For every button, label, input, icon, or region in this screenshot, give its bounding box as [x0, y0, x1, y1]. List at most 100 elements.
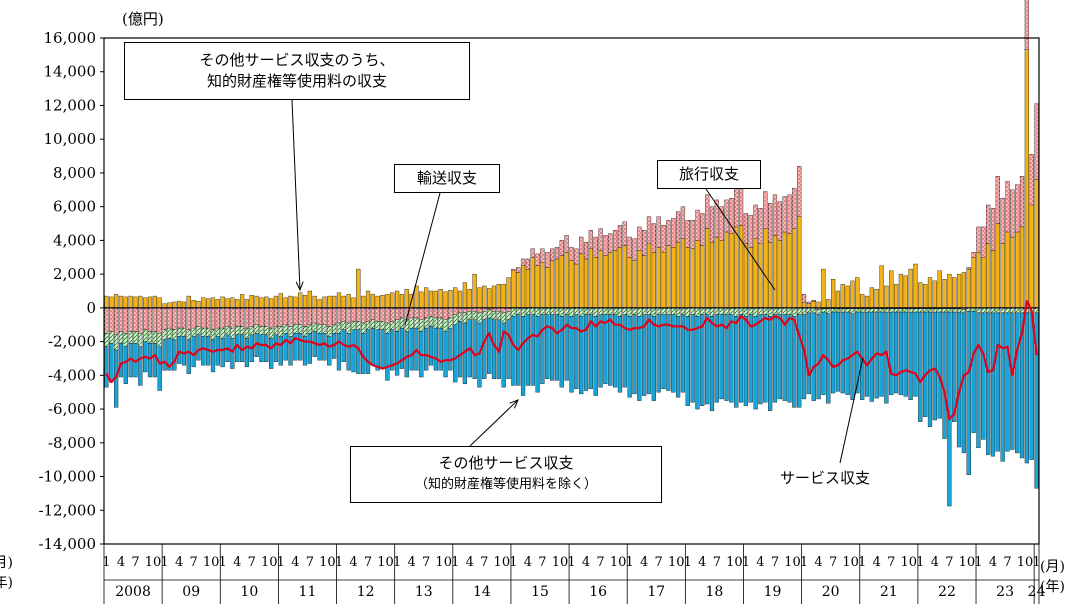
- bar-segment: [453, 324, 458, 383]
- bar-segment: [307, 290, 313, 309]
- bar-segment: [370, 327, 375, 366]
- bar-segment: [264, 326, 269, 336]
- bar-segment: [336, 292, 342, 309]
- bar-segment: [801, 302, 807, 309]
- bar-segment: [322, 296, 327, 309]
- bar-segment: [860, 294, 865, 309]
- bar-segment: [632, 314, 637, 395]
- bar-segment: [545, 307, 550, 315]
- bar-segment: [113, 334, 119, 351]
- year-label: 21: [880, 584, 898, 600]
- bar-segment: [288, 326, 293, 337]
- bar-segment: [787, 307, 792, 315]
- bar-segment: [554, 258, 560, 309]
- callout-other-line1: その他サービス収支: [438, 454, 574, 472]
- bar-segment: [1024, 0, 1030, 50]
- month-tick-label: 10: [203, 555, 220, 570]
- bar-segment: [196, 326, 201, 336]
- bar-segment: [210, 339, 216, 373]
- bar-segment: [583, 258, 589, 309]
- bar-segment: [884, 308, 889, 313]
- bar-segment: [327, 307, 332, 327]
- bar-segment: [302, 336, 308, 366]
- bar-segment: [501, 284, 506, 309]
- bar-segment: [932, 280, 937, 309]
- bar-segment: [424, 287, 429, 309]
- bar-segment: [564, 252, 569, 309]
- bar-segment: [724, 307, 729, 315]
- bar-segment: [491, 319, 497, 379]
- bar-segment: [569, 316, 574, 393]
- month-tick-label: 10: [668, 555, 685, 570]
- bar-segment: [579, 253, 584, 309]
- bar-segment: [535, 316, 540, 393]
- bar-segment: [714, 314, 719, 403]
- bar-segment: [995, 312, 1000, 452]
- bar-segment: [637, 307, 642, 317]
- bar-segment: [705, 194, 710, 229]
- bar-segment: [545, 314, 550, 379]
- month-tick-label: 7: [596, 555, 604, 570]
- bar-segment: [593, 307, 598, 317]
- bar-segment: [118, 307, 124, 332]
- bar-segment: [283, 324, 288, 334]
- bar-segment: [443, 319, 448, 332]
- bar-segment: [898, 311, 904, 395]
- bar-segment: [932, 308, 937, 313]
- bar-segment: [913, 311, 918, 397]
- bar-segment: [554, 246, 560, 260]
- bar-segment: [530, 257, 535, 309]
- bar-segment: [288, 307, 293, 327]
- bar-segment: [913, 308, 918, 313]
- bar-segment: [869, 308, 874, 313]
- services-balance-line: [105, 300, 1038, 421]
- bar-segment: [787, 233, 792, 309]
- bar-segment: [322, 324, 327, 334]
- bar-segment: [700, 213, 705, 246]
- bar-segment: [869, 287, 874, 309]
- bar-segment: [525, 258, 531, 270]
- bar-segment: [225, 298, 230, 309]
- bar-segment: [801, 307, 807, 315]
- month-tick-label: 10: [901, 555, 918, 570]
- bar-segment: [729, 314, 734, 403]
- bar-segment: [1000, 307, 1005, 314]
- year-label: 17: [647, 584, 665, 600]
- bar-segment: [777, 240, 782, 309]
- bar-segment: [118, 295, 124, 309]
- bar-segment: [1005, 312, 1010, 452]
- bar-segment: [850, 280, 855, 309]
- bar-segment: [472, 319, 477, 379]
- bar-segment: [453, 287, 458, 309]
- month-tick-label: 7: [655, 555, 663, 570]
- bar-segment: [104, 332, 109, 347]
- bar-segment: [690, 219, 695, 250]
- bar-segment: [743, 307, 749, 317]
- bar-segment: [491, 285, 497, 309]
- bar-segment: [811, 307, 816, 314]
- bar-segment: [981, 257, 986, 309]
- bar-segment: [1034, 179, 1039, 309]
- bar-segment: [768, 307, 773, 317]
- bar-segment: [637, 316, 642, 401]
- bar-segment: [1019, 307, 1025, 314]
- bar-segment: [1019, 312, 1025, 459]
- bar-segment: [278, 336, 283, 366]
- bar-segment: [176, 336, 182, 364]
- bar-segment: [1015, 307, 1020, 314]
- bar-segment: [743, 316, 749, 406]
- bar-segment: [893, 311, 899, 394]
- bar-segment: [937, 308, 942, 313]
- bar-segment: [627, 236, 632, 258]
- bar-segment: [433, 317, 438, 329]
- bar-segment: [758, 314, 763, 405]
- bar-segment: [201, 327, 206, 337]
- pointer-other-services-head: [509, 399, 519, 409]
- bar-segment: [661, 225, 666, 253]
- bar-segment: [782, 231, 787, 309]
- bar-segment: [714, 307, 719, 315]
- bar-segment: [113, 294, 119, 309]
- bar-segment: [782, 314, 787, 401]
- bar-segment: [191, 336, 196, 368]
- bar-segment: [593, 257, 598, 309]
